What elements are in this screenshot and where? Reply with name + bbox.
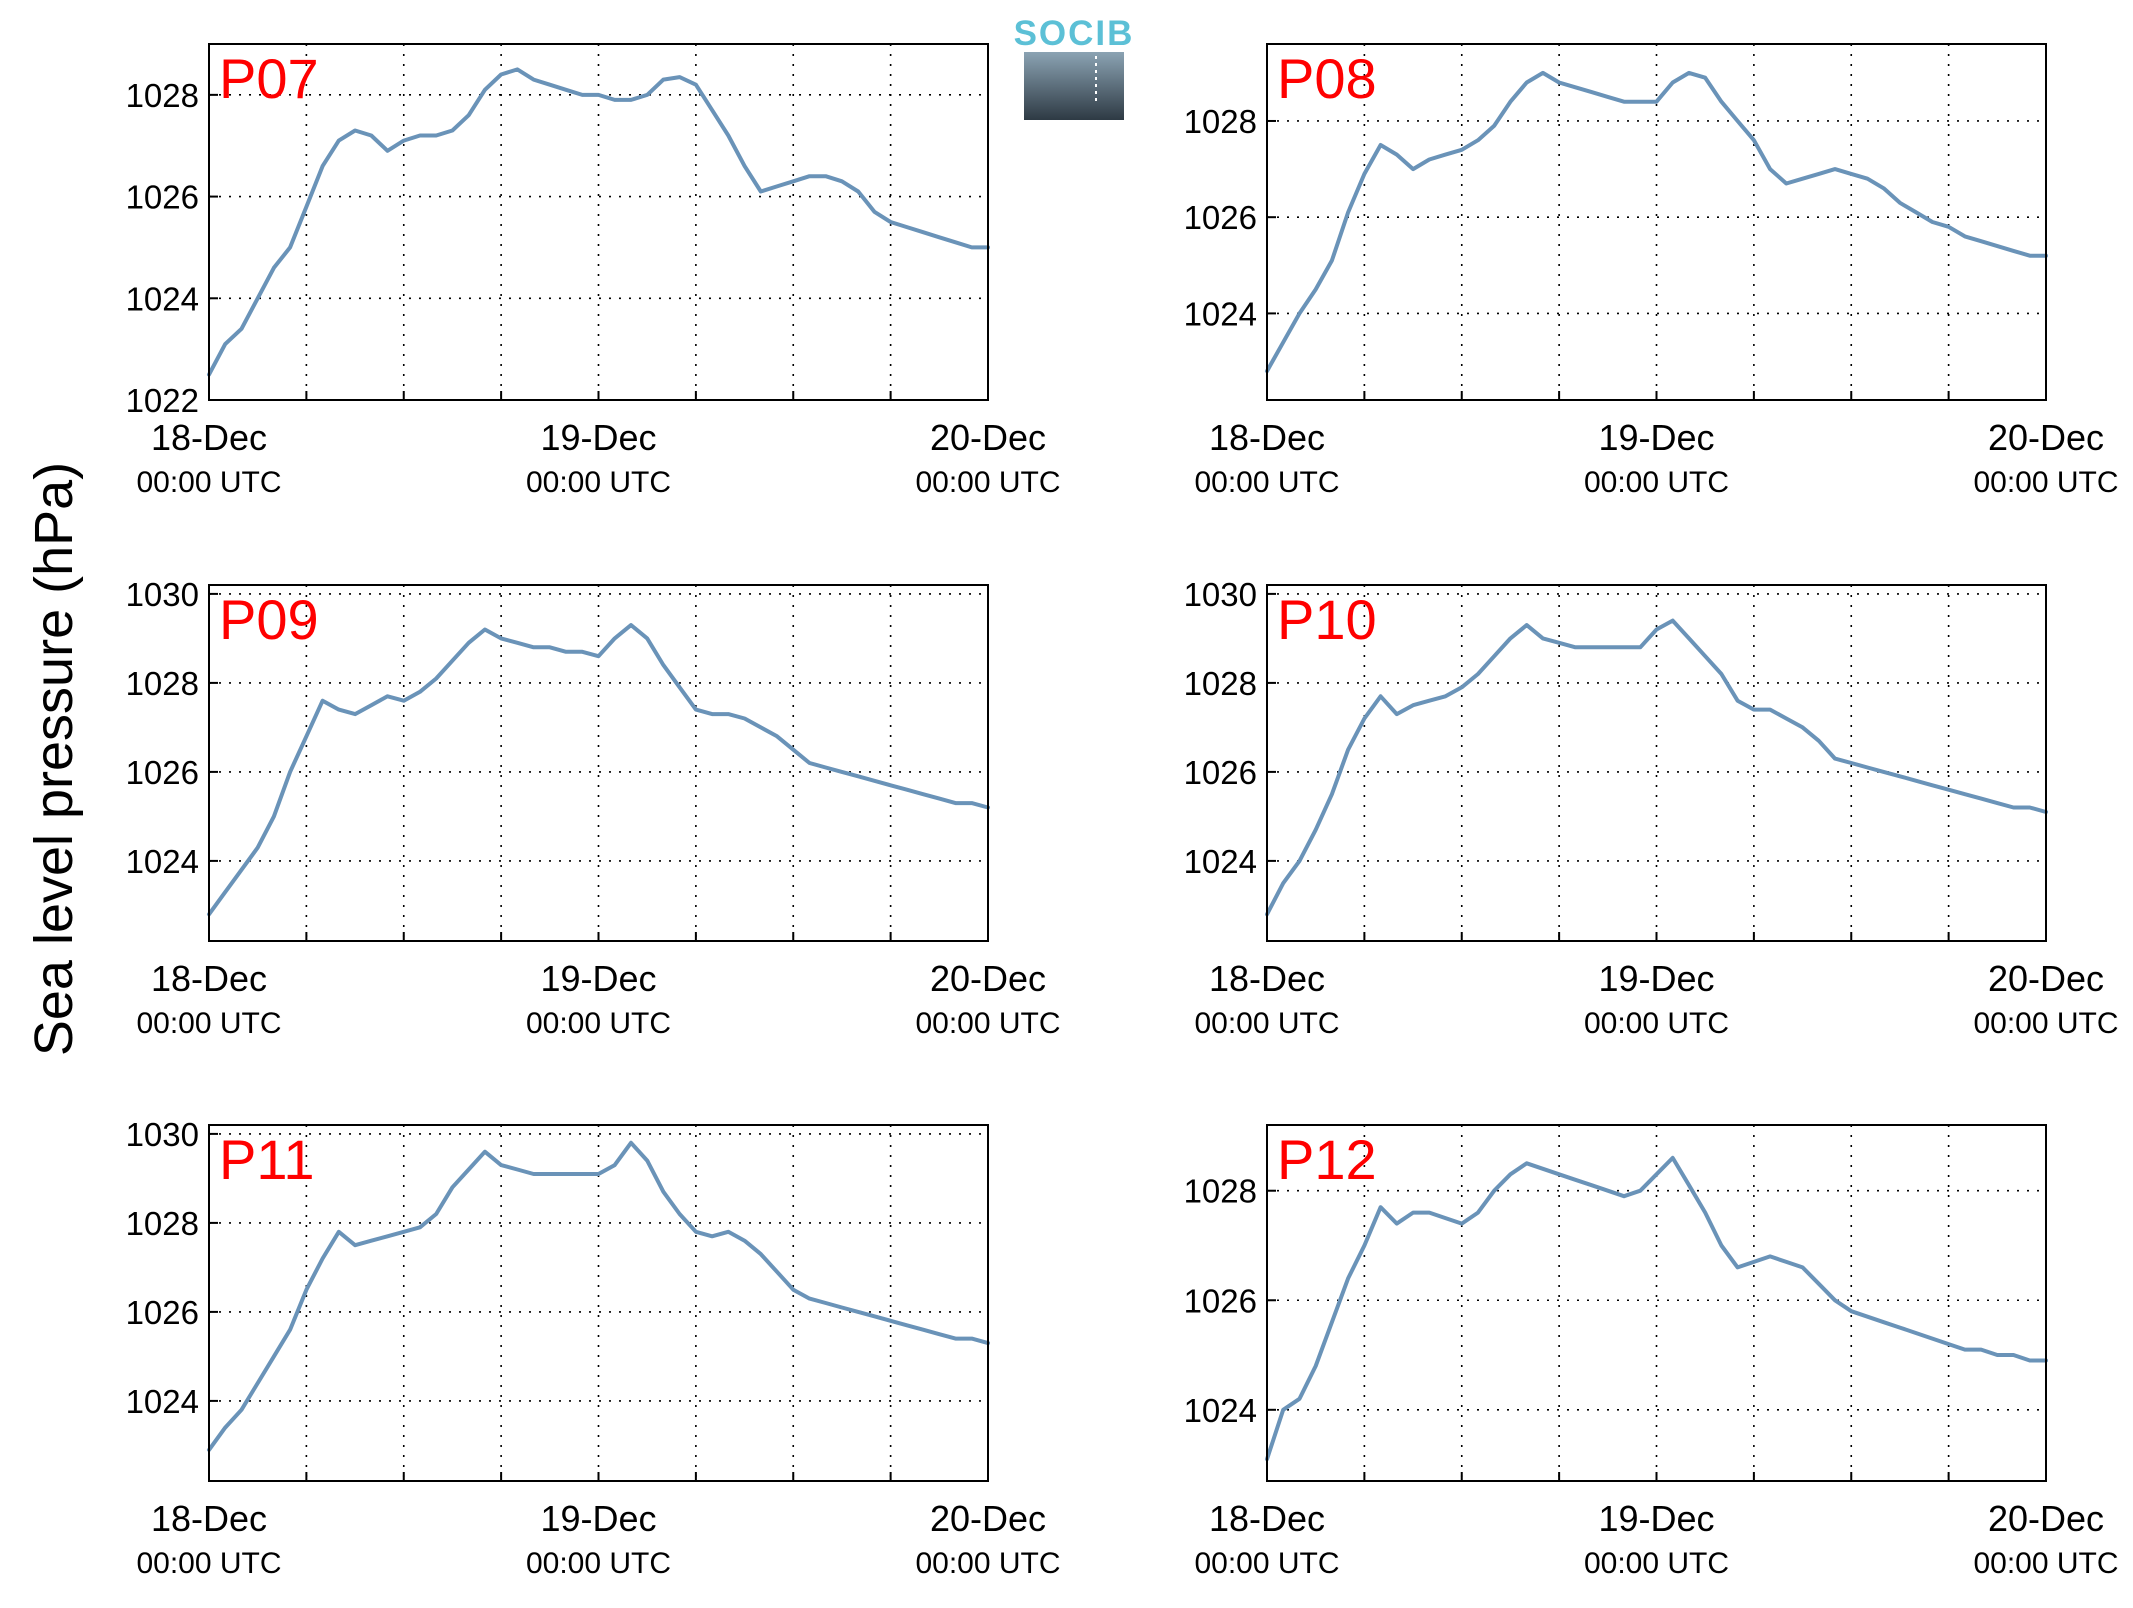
x-tick-time-label: 00:00 UTC <box>1194 1007 1339 1040</box>
y-tick-label: 1026 <box>1184 754 1257 791</box>
series-line-p12 <box>1265 1155 2048 1462</box>
x-tick-time-label: 00:00 UTC <box>1194 1547 1339 1580</box>
axis-frame <box>208 584 989 942</box>
panel-title: P12 <box>1277 1128 1377 1191</box>
x-tick-date-label: 20-Dec <box>930 958 1046 999</box>
y-tick-label: 1028 <box>1184 1173 1257 1210</box>
chart-panel-p09: 1024 1026 1028 1030 18-Dec 00:00 UTC 19-Dec 00:… <box>126 576 1061 1040</box>
socib-logo-box <box>1024 52 1124 120</box>
y-tick-label: 1026 <box>126 754 199 791</box>
x-tick-time-label: 00:00 UTC <box>915 1547 1060 1580</box>
y-tick-label: 1030 <box>126 1116 199 1153</box>
x-tick-time-label: 00:00 UTC <box>1194 466 1339 499</box>
x-tick-time-label: 00:00 UTC <box>1584 1007 1729 1040</box>
socib-logo: SOCIB <box>1014 14 1135 120</box>
x-tick-date-label: 19-Dec <box>540 1498 656 1539</box>
axis-frame <box>1266 1124 2047 1482</box>
chart-panel-p11: 1024 1026 1028 1030 18-Dec 00:00 UTC 19-Dec 00:… <box>126 1116 1061 1580</box>
chart-panel-p12: 1024 1026 1028 18-Dec 00:00 UTC 19-Dec 00:00 U… <box>1184 1124 2119 1580</box>
y-tick-label: 1028 <box>1184 665 1257 702</box>
x-tick-time-label: 00:00 UTC <box>1973 1547 2118 1580</box>
x-tick-date-label: 20-Dec <box>930 417 1046 458</box>
y-tick-label: 1024 <box>126 1383 199 1420</box>
panel-title: P08 <box>1277 47 1377 110</box>
x-tick-time-label: 00:00 UTC <box>1584 1547 1729 1580</box>
panel-title: P09 <box>219 588 319 651</box>
y-tick-label: 1028 <box>126 665 199 702</box>
chart-panel-p10: 1024 1026 1028 1030 18-Dec 00:00 UTC 19-Dec 00:… <box>1184 576 2119 1040</box>
y-tick-label: 1026 <box>1184 1282 1257 1319</box>
y-tick-label: 1026 <box>1184 199 1257 236</box>
x-tick-time-label: 00:00 UTC <box>136 466 281 499</box>
x-tick-time-label: 00:00 UTC <box>915 466 1060 499</box>
series-line-p07 <box>207 67 990 377</box>
y-tick-label: 1024 <box>1184 1392 1257 1429</box>
panel-title: P11 <box>219 1128 314 1191</box>
y-tick-label: 1026 <box>126 1294 199 1331</box>
y-tick-label: 1026 <box>126 179 199 216</box>
panel-title: P07 <box>219 47 319 110</box>
series-line-p08 <box>1265 70 2048 374</box>
x-tick-date-label: 19-Dec <box>540 417 656 458</box>
x-tick-time-label: 00:00 UTC <box>526 1547 671 1580</box>
y-tick-label: 1022 <box>126 382 199 419</box>
x-tick-date-label: 18-Dec <box>151 958 267 999</box>
x-tick-date-label: 19-Dec <box>540 958 656 999</box>
y-axis-label: Sea level pressure (hPa) <box>24 462 84 1056</box>
y-tick-label: 1028 <box>126 1205 199 1242</box>
x-tick-time-label: 00:00 UTC <box>1973 1007 2118 1040</box>
x-tick-date-label: 18-Dec <box>1209 417 1325 458</box>
y-tick-label: 1030 <box>126 576 199 613</box>
x-tick-date-label: 18-Dec <box>1209 958 1325 999</box>
socib-logo-text: SOCIB <box>1014 14 1135 53</box>
x-tick-time-label: 00:00 UTC <box>526 1007 671 1040</box>
axis-frame <box>208 1124 989 1482</box>
x-tick-date-label: 20-Dec <box>930 1498 1046 1539</box>
x-tick-date-label: 18-Dec <box>151 1498 267 1539</box>
x-tick-time-label: 00:00 UTC <box>1584 466 1729 499</box>
x-tick-date-label: 18-Dec <box>1209 1498 1325 1539</box>
axis-frame <box>1266 43 2047 401</box>
chart-panel-p07: 1022 1024 1026 1028 18-Dec 00:00 UTC 19-Dec 00:… <box>126 43 1061 499</box>
y-tick-label: 1030 <box>1184 576 1257 613</box>
y-tick-label: 1024 <box>1184 295 1257 332</box>
x-tick-time-label: 00:00 UTC <box>915 1007 1060 1040</box>
y-tick-label: 1024 <box>126 843 199 880</box>
x-tick-date-label: 19-Dec <box>1598 958 1714 999</box>
series-line-p10 <box>1265 618 2048 917</box>
y-tick-label: 1024 <box>126 280 199 317</box>
series-line-p09 <box>207 623 990 917</box>
x-tick-time-label: 00:00 UTC <box>136 1007 281 1040</box>
x-tick-date-label: 20-Dec <box>1988 417 2104 458</box>
series-line-p11 <box>207 1140 990 1452</box>
x-tick-date-label: 20-Dec <box>1988 958 2104 999</box>
x-tick-time-label: 00:00 UTC <box>1973 466 2118 499</box>
axis-frame <box>1266 584 2047 942</box>
y-tick-label: 1028 <box>1184 103 1257 140</box>
x-tick-time-label: 00:00 UTC <box>136 1547 281 1580</box>
x-tick-date-label: 19-Dec <box>1598 1498 1714 1539</box>
x-tick-date-label: 18-Dec <box>151 417 267 458</box>
x-tick-date-label: 20-Dec <box>1988 1498 2104 1539</box>
x-tick-time-label: 00:00 UTC <box>526 466 671 499</box>
axis-frame <box>208 43 989 401</box>
y-tick-label: 1024 <box>1184 843 1257 880</box>
chart-panel-p08: 1024 1026 1028 18-Dec 00:00 UTC 19-Dec 00:00 U… <box>1184 43 2119 499</box>
panel-title: P10 <box>1277 588 1377 651</box>
y-tick-label: 1028 <box>126 77 199 114</box>
x-tick-date-label: 19-Dec <box>1598 417 1714 458</box>
